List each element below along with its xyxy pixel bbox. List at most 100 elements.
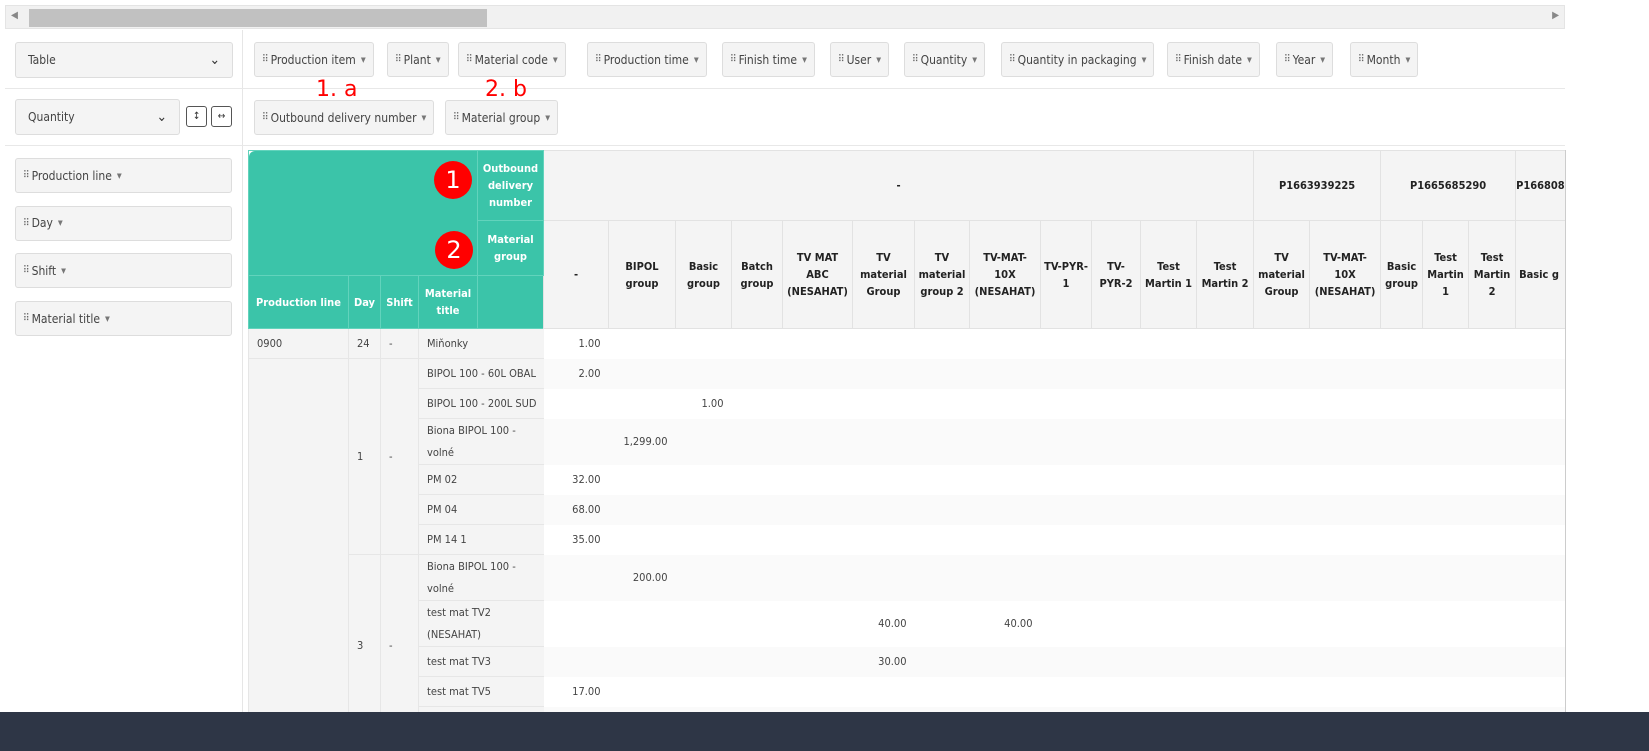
material-group-header[interactable]: Test Martin 1 <box>1422 220 1470 329</box>
row-header-production-line[interactable]: Production line <box>248 275 349 329</box>
table-row: test mat TV5 17.00 <box>249 676 1566 707</box>
filter-field-production-item[interactable]: ⠿ Production item ▼ <box>254 42 374 77</box>
caret-down-icon[interactable]: ▼ <box>61 266 66 275</box>
scroll-left-icon[interactable]: ◀ <box>11 10 18 21</box>
chevron-down-icon: ⌄ <box>209 52 220 68</box>
material-group-header[interactable]: Batch group <box>731 220 783 329</box>
drag-handle-icon[interactable]: ⠿ <box>1284 54 1291 65</box>
caret-down-icon[interactable]: ▼ <box>802 55 807 64</box>
scrollbar-thumb[interactable] <box>29 9 487 27</box>
caret-down-icon[interactable]: ▼ <box>1141 55 1147 64</box>
column-field-header: Outbound delivery number <box>477 150 544 221</box>
material-group-header[interactable]: TV material Group <box>1253 220 1311 329</box>
drag-handle-icon[interactable]: ⠿ <box>730 54 737 65</box>
annotation-1a: 1. a <box>316 77 358 102</box>
material-group-header[interactable]: TV-PYR-2 <box>1091 220 1141 329</box>
drag-handle-icon[interactable]: ⠿ <box>912 54 919 65</box>
row-field-production-line[interactable]: ⠿ Production line ▼ <box>15 158 232 193</box>
material-group-header[interactable]: TV-MAT-10X (NESAHAT) <box>969 220 1041 329</box>
material-group-header[interactable]: Test Martin 1 <box>1140 220 1197 329</box>
measure-select[interactable]: Quantity ⌄ <box>15 99 180 135</box>
drag-handle-icon[interactable]: ⠿ <box>466 54 473 65</box>
caret-down-icon[interactable]: ▼ <box>1247 55 1252 64</box>
drag-handle-icon[interactable]: ⠿ <box>23 265 30 277</box>
view-select[interactable]: Table ⌄ <box>15 42 233 78</box>
caret-down-icon[interactable]: ▼ <box>57 219 63 228</box>
material-group-header[interactable]: Basic group <box>675 220 732 329</box>
drag-handle-icon[interactable]: ⠿ <box>595 54 602 65</box>
caret-down-icon[interactable]: ▼ <box>421 113 427 122</box>
material-group-header[interactable]: Test Martin 2 <box>1195 220 1255 329</box>
vertical-scrollbar[interactable] <box>1565 150 1566 715</box>
value-cell <box>1040 388 1092 419</box>
filter-field-year[interactable]: ⠿ Year ▼ <box>1276 42 1334 77</box>
material-group-header[interactable]: Test Martin 2 <box>1468 220 1517 329</box>
value-cell <box>1468 524 1516 555</box>
material-group-header[interactable]: Basic group <box>1380 220 1424 329</box>
material-group-header[interactable]: - <box>543 220 609 329</box>
delivery-group-header[interactable]: - <box>542 150 1255 221</box>
caret-down-icon[interactable]: ▼ <box>435 55 441 64</box>
row-field-day[interactable]: ⠿ Day ▼ <box>15 205 232 241</box>
row-header-shift[interactable]: Shift <box>380 275 419 329</box>
column-field-outbound-delivery-number[interactable]: ⠿ Outbound delivery number ▼ <box>254 100 435 135</box>
filter-field-month[interactable]: ⠿ Month ▼ <box>1350 42 1419 77</box>
row-field-material-title[interactable]: ⠿ Material title ▼ <box>15 301 232 337</box>
filter-field-production-time[interactable]: ⠿ Production time ▼ <box>587 42 707 77</box>
material-group-header[interactable]: BIPOL group <box>608 220 676 329</box>
row-field-shift[interactable]: ⠿ Shift ▼ <box>15 253 232 289</box>
drag-handle-icon[interactable]: ⠿ <box>1358 54 1365 65</box>
column-field-material-group[interactable]: ⠿ Material group ▼ <box>445 100 559 135</box>
filter-field-user[interactable]: ⠿ User ▼ <box>830 42 890 77</box>
caret-down-icon[interactable]: ▼ <box>104 314 110 323</box>
filter-field-quantity-in-packaging[interactable]: ⠿ Quantity in packaging ▼ <box>1001 42 1155 77</box>
drag-handle-icon[interactable]: ⠿ <box>395 54 402 65</box>
row-header-material-title[interactable]: Material title <box>418 275 478 329</box>
value-cell <box>1380 388 1423 419</box>
drag-handle-icon[interactable]: ⠿ <box>1009 54 1016 65</box>
value-cell <box>731 646 783 677</box>
drag-handle-icon[interactable]: ⠿ <box>262 54 269 65</box>
caret-down-icon[interactable]: ▼ <box>693 55 699 64</box>
drag-handle-icon[interactable]: ⠿ <box>23 170 30 181</box>
horizontal-layout-button[interactable]: ↔ <box>211 106 232 127</box>
delivery-group-header[interactable]: P1665685290 <box>1380 150 1517 221</box>
caret-down-icon[interactable]: ▼ <box>1405 55 1411 64</box>
filter-field-quantity[interactable]: ⠿ Quantity ▼ <box>904 42 986 77</box>
scroll-right-icon[interactable]: ▶ <box>1552 10 1559 21</box>
value-cell <box>1253 494 1310 525</box>
filter-field-plant[interactable]: ⠿ Plant ▼ <box>387 42 449 77</box>
caret-down-icon[interactable]: ▼ <box>1320 55 1326 64</box>
material-group-header[interactable]: TV MAT ABC (NESAHAT) <box>782 220 853 329</box>
material-group-header[interactable]: TV material group 2 <box>914 220 970 329</box>
value-cell <box>1309 358 1381 389</box>
caret-down-icon[interactable]: ▼ <box>545 113 551 122</box>
value-cell <box>914 358 970 389</box>
filter-field-material-code[interactable]: ⠿ Material code ▼ <box>458 42 566 77</box>
drag-handle-icon[interactable]: ⠿ <box>1175 54 1182 65</box>
drag-handle-icon[interactable]: ⠿ <box>453 112 460 123</box>
value-cell <box>1422 328 1469 359</box>
material-group-header[interactable]: TV-PYR-1 <box>1040 220 1092 329</box>
material-group-header[interactable]: Basic g <box>1515 220 1566 329</box>
drag-handle-icon[interactable]: ⠿ <box>23 217 30 229</box>
drag-handle-icon[interactable]: ⠿ <box>23 313 30 325</box>
filter-field-finish-time[interactable]: ⠿ Finish time ▼ <box>722 42 815 77</box>
material-group-header[interactable]: TV-MAT-10X (NESAHAT) <box>1309 220 1382 329</box>
caret-down-icon[interactable]: ▼ <box>972 55 978 64</box>
caret-down-icon[interactable]: ▼ <box>360 55 366 64</box>
caret-down-icon[interactable]: ▼ <box>876 55 882 64</box>
drag-handle-icon[interactable]: ⠿ <box>262 112 269 123</box>
material-group-header[interactable]: TV material Group <box>852 220 915 329</box>
caret-down-icon[interactable]: ▼ <box>552 55 558 64</box>
field-label: Plant <box>403 52 431 67</box>
delivery-group-header[interactable]: P1663939225 <box>1253 150 1382 221</box>
filter-field-finish-date[interactable]: ⠿ Finish date ▼ <box>1167 42 1260 77</box>
delivery-group-header[interactable]: P166808 <box>1515 150 1566 221</box>
caret-down-icon[interactable]: ▼ <box>116 171 122 180</box>
drag-handle-icon[interactable]: ⠿ <box>838 54 845 65</box>
horizontal-scrollbar[interactable]: ◀ ▶ <box>5 5 1565 29</box>
row-header-day[interactable]: Day <box>348 275 381 329</box>
vertical-layout-button[interactable]: ↕ <box>186 106 207 127</box>
day-cell: 3 <box>348 554 381 715</box>
